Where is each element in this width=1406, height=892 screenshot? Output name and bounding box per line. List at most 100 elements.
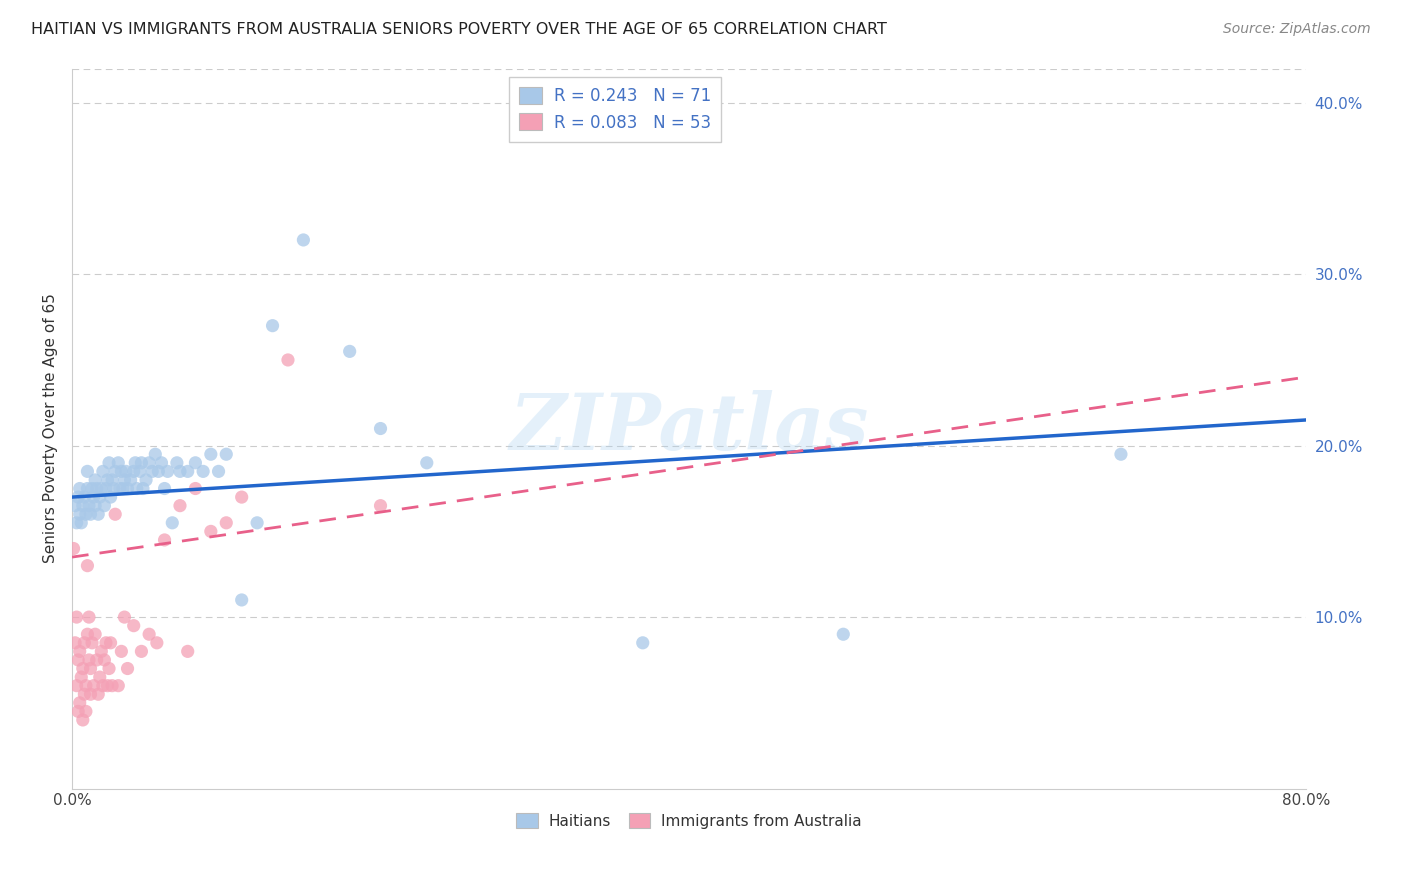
Y-axis label: Seniors Poverty Over the Age of 65: Seniors Poverty Over the Age of 65: [44, 293, 58, 564]
Point: [89, 490, 111, 504]
Point: [67, 653, 90, 667]
Point: [169, 499, 191, 513]
Point: [83, 490, 105, 504]
Point: [69, 696, 91, 710]
Point: [89, 670, 111, 684]
Point: [143, 447, 166, 461]
Point: [66, 610, 89, 624]
Point: [73, 687, 96, 701]
Point: [73, 636, 96, 650]
Text: HAITIAN VS IMMIGRANTS FROM AUSTRALIA SENIORS POVERTY OVER THE AGE OF 65 CORRELAT: HAITIAN VS IMMIGRANTS FROM AUSTRALIA SEN…: [31, 22, 887, 37]
Point: [76, 464, 98, 478]
Point: [169, 464, 191, 478]
Point: [79, 507, 101, 521]
Point: [115, 464, 138, 478]
Point: [176, 644, 198, 658]
Point: [184, 456, 207, 470]
Point: [370, 499, 392, 513]
Point: [84, 627, 107, 641]
Point: [292, 233, 315, 247]
Point: [90, 644, 112, 658]
Point: [416, 456, 439, 470]
Point: [79, 687, 101, 701]
Point: [63, 636, 86, 650]
Point: [100, 636, 122, 650]
Point: [63, 499, 86, 513]
Point: [69, 482, 91, 496]
Point: [246, 516, 269, 530]
Point: [125, 482, 148, 496]
Point: [75, 507, 97, 521]
Point: [87, 687, 110, 701]
Point: [231, 593, 253, 607]
Point: [67, 705, 90, 719]
Point: [84, 499, 107, 513]
Point: [110, 464, 132, 478]
Point: [94, 482, 117, 496]
Point: [69, 644, 91, 658]
Point: [138, 456, 160, 470]
Point: [76, 627, 98, 641]
Point: [84, 473, 107, 487]
Point: [141, 464, 163, 478]
Point: [110, 644, 132, 658]
Point: [76, 482, 98, 496]
Point: [122, 618, 145, 632]
Point: [120, 473, 142, 487]
Point: [101, 679, 124, 693]
Point: [62, 541, 84, 556]
Point: [128, 464, 150, 478]
Point: [832, 627, 855, 641]
Point: [87, 507, 110, 521]
Point: [277, 353, 299, 368]
Point: [77, 499, 100, 513]
Point: [231, 490, 253, 504]
Point: [107, 679, 129, 693]
Point: [131, 644, 153, 658]
Point: [176, 464, 198, 478]
Point: [93, 653, 115, 667]
Point: [104, 464, 127, 478]
Point: [108, 482, 131, 496]
Point: [166, 456, 188, 470]
Point: [200, 524, 222, 539]
Point: [101, 473, 124, 487]
Point: [91, 464, 114, 478]
Point: [184, 482, 207, 496]
Point: [153, 482, 176, 496]
Point: [66, 679, 89, 693]
Point: [117, 482, 139, 496]
Point: [98, 661, 121, 675]
Point: [1109, 447, 1132, 461]
Point: [122, 464, 145, 478]
Point: [72, 713, 94, 727]
Point: [98, 456, 121, 470]
Point: [91, 679, 114, 693]
Point: [100, 490, 122, 504]
Point: [215, 447, 238, 461]
Point: [370, 421, 392, 435]
Point: [75, 705, 97, 719]
Point: [200, 447, 222, 461]
Point: [77, 610, 100, 624]
Point: [90, 482, 112, 496]
Point: [93, 499, 115, 513]
Point: [70, 516, 93, 530]
Point: [111, 482, 134, 496]
Point: [80, 636, 103, 650]
Point: [146, 636, 169, 650]
Point: [148, 464, 170, 478]
Legend: Haitians, Immigrants from Australia: Haitians, Immigrants from Australia: [510, 806, 868, 835]
Point: [72, 661, 94, 675]
Point: [73, 490, 96, 504]
Point: [104, 507, 127, 521]
Point: [86, 653, 108, 667]
Point: [138, 627, 160, 641]
Point: [135, 473, 157, 487]
Text: Source: ZipAtlas.com: Source: ZipAtlas.com: [1223, 22, 1371, 37]
Point: [80, 482, 103, 496]
Point: [107, 456, 129, 470]
Point: [131, 456, 153, 470]
Point: [86, 482, 108, 496]
Point: [162, 516, 184, 530]
